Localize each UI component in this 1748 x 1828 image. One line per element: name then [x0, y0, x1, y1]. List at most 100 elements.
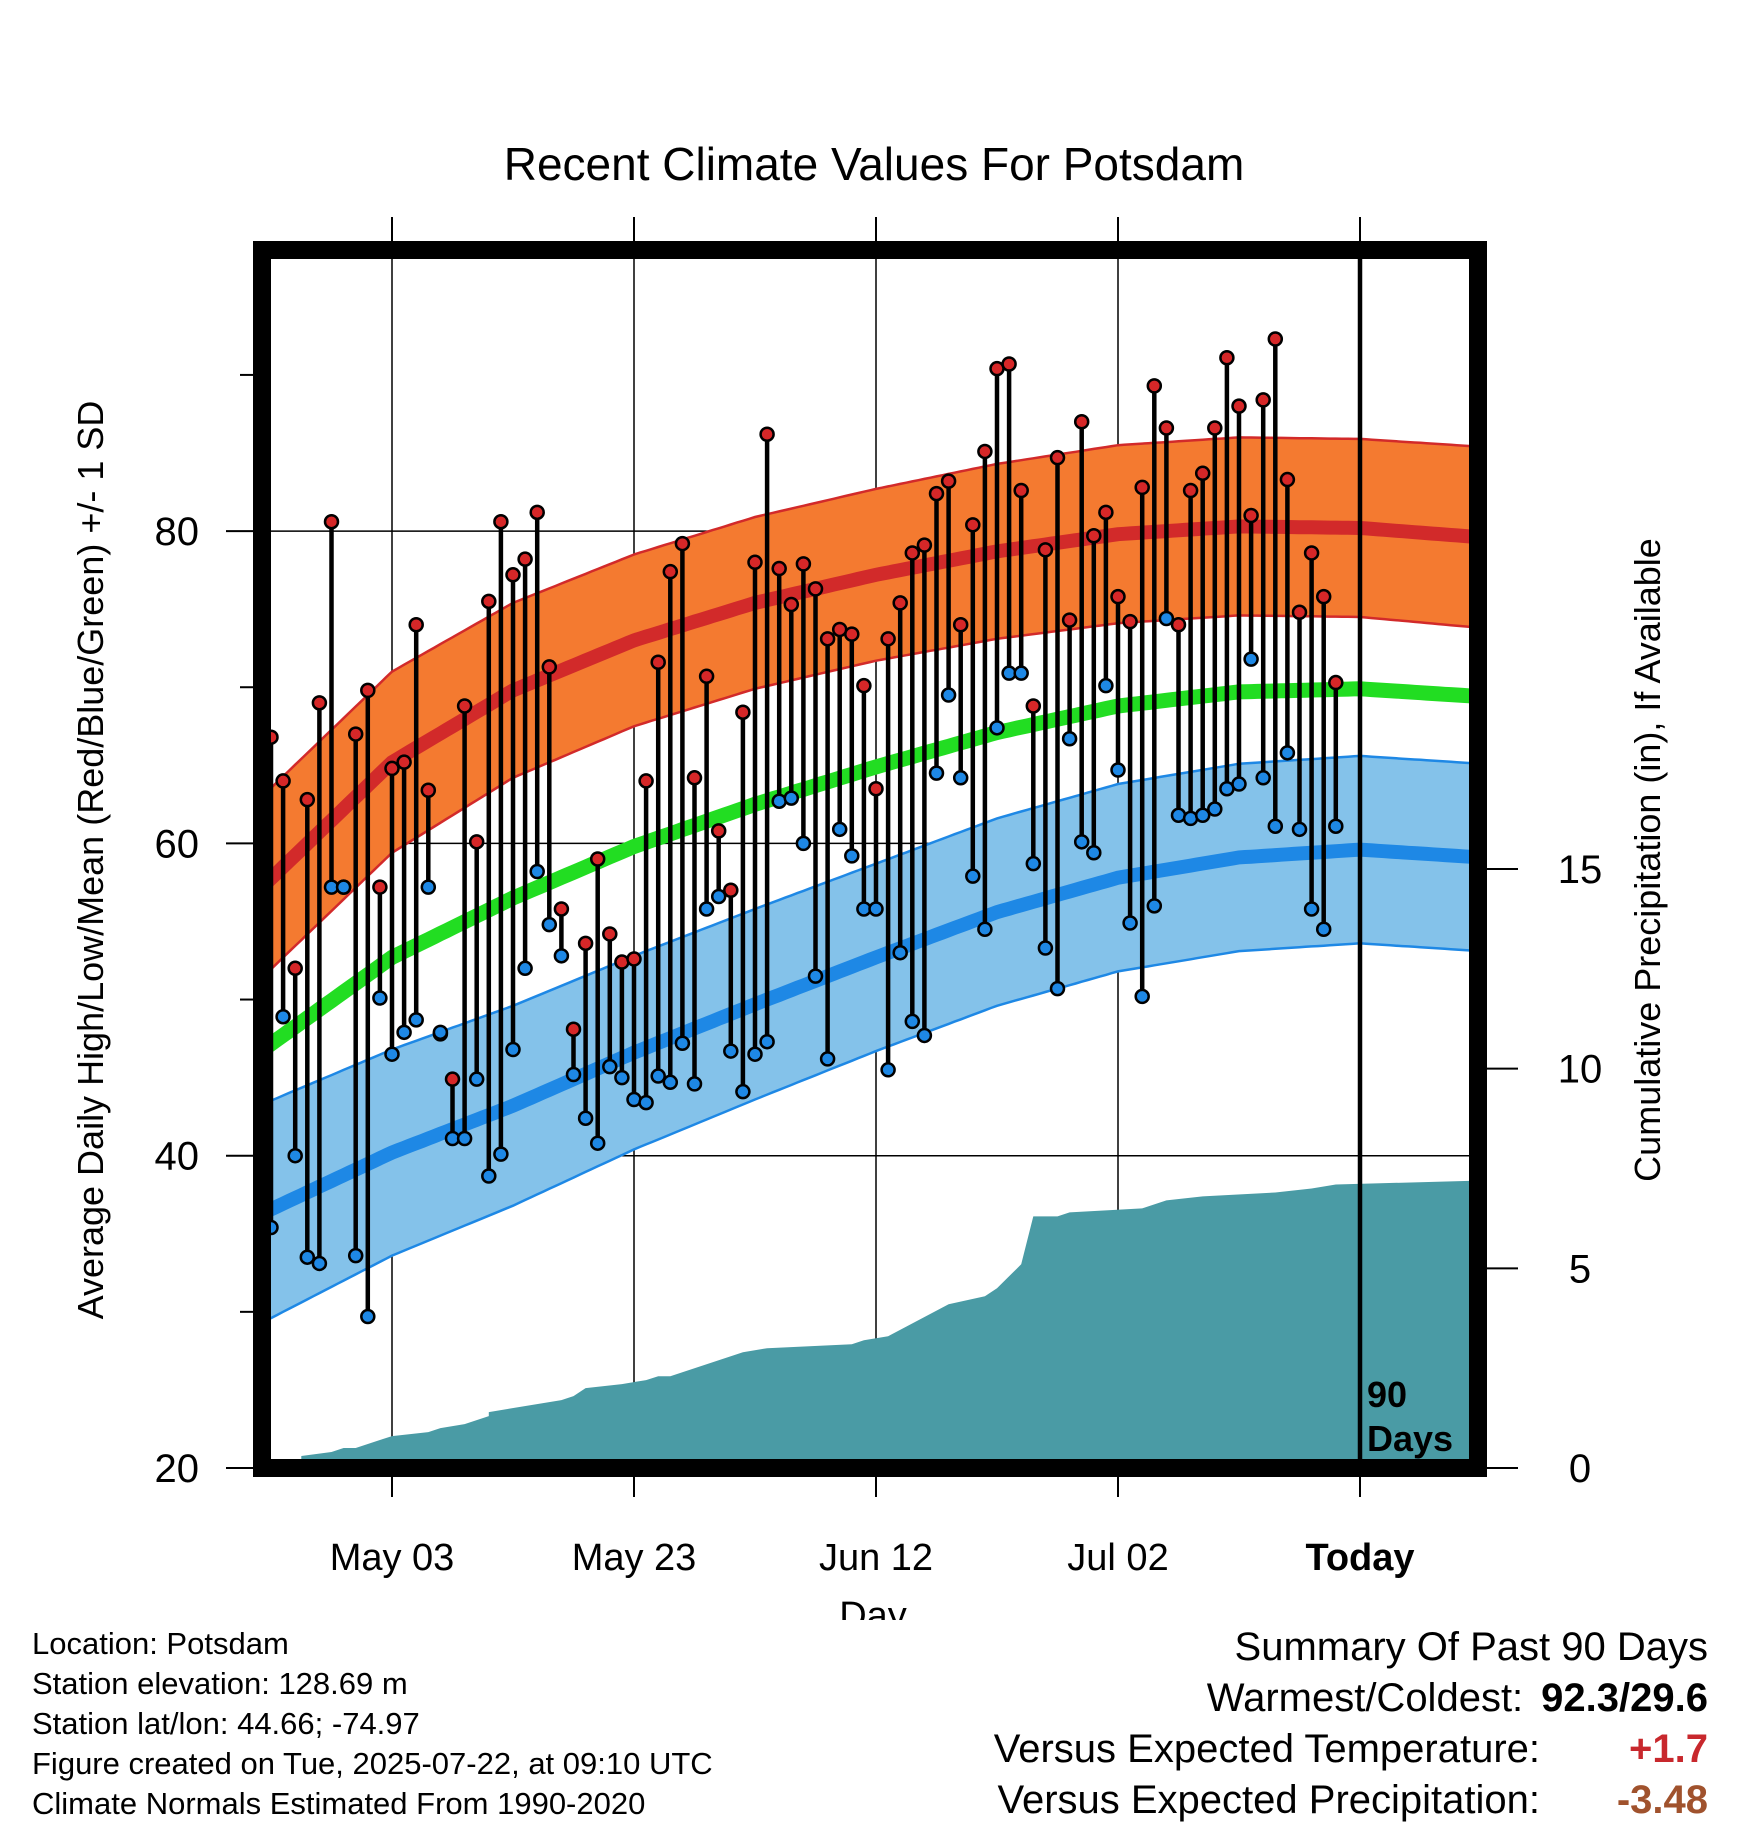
low-point	[1291, 821, 1308, 838]
low-point	[1098, 677, 1114, 694]
low-point	[287, 1147, 303, 1164]
low-point	[1037, 940, 1054, 956]
low-point	[372, 990, 388, 1006]
high-point	[408, 617, 424, 633]
low-point	[989, 720, 1005, 736]
low-point	[529, 863, 545, 880]
high-point	[904, 545, 921, 561]
warmest-value: 92.3/29.6	[1541, 1676, 1708, 1720]
low-point	[698, 901, 715, 917]
high-point	[420, 782, 437, 799]
low-point	[432, 1024, 449, 1041]
high-point	[1182, 482, 1199, 499]
location-text: Location: Potsdam	[32, 1626, 289, 1661]
chart-title: Recent Climate Values For Potsdam	[504, 138, 1245, 190]
low-point	[759, 1033, 775, 1050]
high-sd-band	[262, 436, 1478, 980]
summary-panel: Summary Of Past 90 Days Warmest/Coldest:…	[994, 1622, 1708, 1826]
high-point	[589, 851, 606, 867]
low-point	[916, 1027, 933, 1044]
low-point	[1122, 915, 1138, 931]
low-point	[360, 1308, 376, 1325]
x-tick-label: Today	[1305, 1537, 1414, 1579]
high-point	[662, 563, 679, 580]
low-point	[831, 821, 848, 838]
x-tick-label: Jun 12	[819, 1537, 933, 1579]
low-point	[819, 1051, 836, 1067]
low-point	[347, 1247, 364, 1264]
high-point	[1086, 528, 1102, 544]
low-point	[565, 1066, 582, 1083]
x-tick-label: May 23	[572, 1537, 697, 1579]
high-point	[1037, 542, 1054, 558]
low-point	[1231, 776, 1247, 792]
precip-anomaly-label: Versus Expected Precipitation:	[997, 1778, 1540, 1822]
low-point	[1134, 988, 1150, 1005]
low-point	[468, 1071, 485, 1087]
low-point	[723, 1043, 739, 1059]
high-point	[541, 659, 558, 675]
precip-area	[262, 1180, 1478, 1468]
low-point	[1158, 610, 1175, 627]
high-point	[868, 780, 884, 797]
high-point	[1207, 420, 1223, 436]
low-point	[602, 1058, 618, 1075]
y-tick-label: 60	[155, 822, 200, 866]
high-point	[880, 631, 896, 647]
low-point	[952, 770, 969, 786]
high-point	[1073, 414, 1090, 430]
low-point	[807, 968, 824, 984]
low-point	[505, 1041, 521, 1058]
warmest-label: Warmest/Coldest:	[1206, 1676, 1524, 1720]
low-point	[928, 765, 945, 781]
low-point	[384, 1046, 400, 1062]
high-point	[468, 834, 485, 850]
high-point	[892, 595, 908, 611]
y-tick-label: 20	[155, 1447, 200, 1491]
low-point	[335, 879, 352, 895]
station-info: Location: Potsdam Station elevation: 128…	[32, 1624, 713, 1824]
high-point	[444, 1071, 461, 1087]
low-point	[1267, 818, 1284, 834]
normals-text: Climate Normals Estimated From 1990-2020	[32, 1786, 646, 1821]
high-point	[505, 567, 521, 583]
high-point	[1291, 604, 1308, 621]
low-point	[481, 1168, 497, 1184]
high-point	[1315, 588, 1332, 605]
low-point	[1279, 745, 1296, 761]
y2-tick-label: 0	[1569, 1447, 1591, 1491]
high-point	[940, 473, 957, 489]
high-point	[965, 517, 981, 533]
y2-tick-label: 10	[1558, 1048, 1603, 1092]
low-point	[1049, 980, 1066, 997]
high-point	[517, 551, 533, 567]
high-point	[311, 695, 328, 711]
high-point	[1122, 613, 1138, 630]
low-point	[638, 1094, 654, 1111]
high-point	[674, 535, 691, 552]
high-point	[819, 631, 836, 647]
low-point	[1255, 770, 1271, 786]
high-point	[553, 901, 570, 917]
high-point	[602, 926, 618, 942]
high-point	[275, 773, 291, 789]
low-point	[1243, 651, 1259, 667]
low-point	[1025, 855, 1042, 872]
daily-points	[262, 331, 1344, 1325]
high-point	[650, 654, 666, 670]
y2-tick-label: 15	[1558, 848, 1603, 892]
low-point	[1328, 818, 1344, 834]
high-point	[347, 726, 364, 742]
low-point	[577, 1110, 594, 1126]
summary-title: Summary Of Past 90 Days	[1234, 1625, 1708, 1669]
warmest-coldest-row: Warmest/Coldest: 92.3/29.6	[994, 1673, 1708, 1724]
high-point	[747, 554, 763, 571]
high-point	[698, 668, 715, 685]
high-point	[686, 770, 703, 786]
precip-anomaly-value: -3.48	[1616, 1778, 1708, 1822]
y-tick-label: 80	[155, 510, 200, 554]
high-point	[723, 882, 739, 898]
high-point	[372, 879, 388, 895]
high-point	[396, 754, 412, 770]
high-point	[529, 504, 545, 521]
